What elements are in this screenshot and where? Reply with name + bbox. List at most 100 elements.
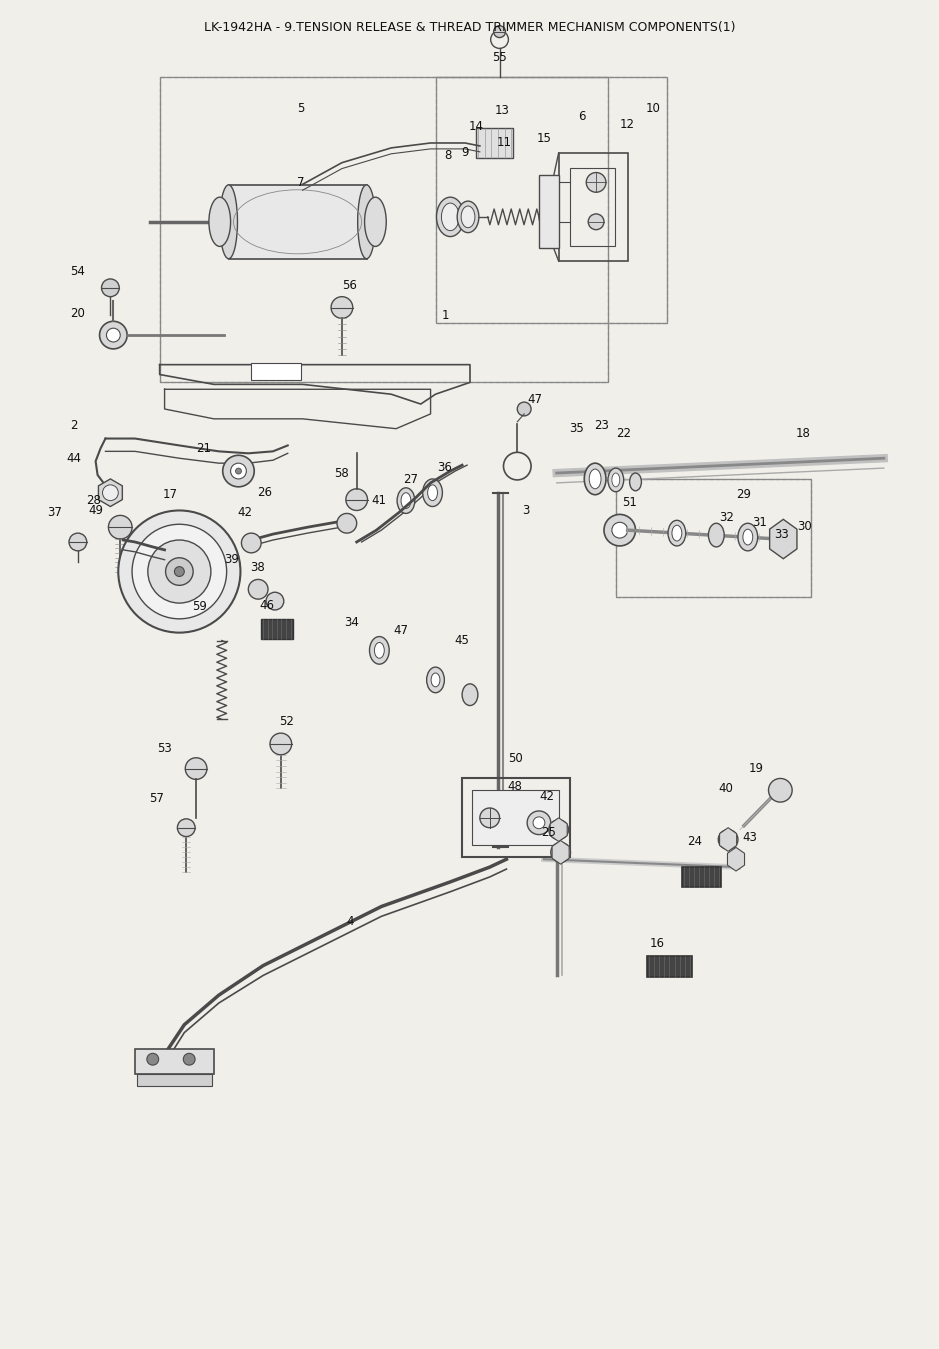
Bar [462, 778, 571, 857]
Text: 57: 57 [149, 792, 164, 804]
Ellipse shape [397, 488, 415, 514]
Circle shape [241, 533, 261, 553]
Text: 24: 24 [687, 835, 702, 849]
Circle shape [337, 514, 357, 533]
Text: 39: 39 [224, 553, 239, 567]
Circle shape [146, 1054, 159, 1066]
Text: 10: 10 [646, 103, 661, 115]
Text: 18: 18 [795, 428, 810, 440]
Text: 1: 1 [441, 309, 449, 322]
Circle shape [106, 328, 120, 343]
Text: 20: 20 [70, 308, 85, 320]
Bar [436, 77, 667, 324]
Ellipse shape [668, 521, 685, 546]
Circle shape [231, 463, 246, 479]
Circle shape [551, 843, 571, 862]
Polygon shape [728, 847, 745, 871]
Circle shape [100, 321, 127, 349]
Circle shape [101, 279, 119, 297]
Circle shape [266, 592, 284, 610]
Ellipse shape [401, 492, 411, 509]
Polygon shape [552, 840, 569, 865]
Circle shape [183, 1054, 195, 1066]
Bar [160, 77, 608, 382]
Text: 58: 58 [334, 467, 349, 479]
Bar [228, 185, 366, 259]
Ellipse shape [539, 205, 555, 229]
Text: 33: 33 [774, 527, 789, 541]
Text: 17: 17 [163, 488, 178, 502]
Circle shape [527, 811, 551, 835]
Bar [647, 956, 692, 978]
Bar [261, 619, 293, 638]
Polygon shape [770, 519, 797, 558]
Ellipse shape [437, 197, 464, 236]
Bar [476, 128, 514, 158]
Ellipse shape [375, 642, 384, 658]
Circle shape [604, 514, 636, 546]
Bar [472, 791, 559, 846]
Bar [137, 1074, 212, 1086]
Text: 19: 19 [748, 762, 763, 776]
Text: 46: 46 [259, 599, 274, 611]
Text: 42: 42 [539, 789, 554, 803]
Ellipse shape [543, 210, 551, 224]
Circle shape [494, 26, 505, 38]
Text: 5: 5 [297, 103, 304, 115]
Circle shape [768, 778, 793, 803]
Ellipse shape [629, 473, 641, 491]
Text: 47: 47 [528, 393, 543, 406]
Ellipse shape [364, 197, 386, 247]
Text: 3: 3 [522, 505, 530, 517]
Ellipse shape [457, 201, 479, 232]
Text: 16: 16 [650, 938, 665, 951]
Text: 42: 42 [238, 506, 253, 519]
Circle shape [147, 540, 211, 603]
Text: 45: 45 [454, 634, 470, 648]
Ellipse shape [220, 185, 238, 259]
Ellipse shape [423, 479, 442, 506]
Text: 40: 40 [718, 782, 733, 795]
Text: 6: 6 [578, 109, 586, 123]
Text: 31: 31 [752, 515, 767, 529]
Text: 59: 59 [192, 599, 208, 612]
Text: 12: 12 [620, 117, 635, 131]
Circle shape [177, 819, 195, 836]
Circle shape [108, 515, 132, 540]
Text: 49: 49 [88, 505, 103, 517]
Bar [616, 479, 811, 598]
Circle shape [346, 488, 367, 510]
Text: 26: 26 [257, 486, 272, 499]
Text: 54: 54 [70, 264, 85, 278]
Ellipse shape [584, 463, 606, 495]
Text: 36: 36 [437, 460, 452, 473]
Ellipse shape [708, 523, 724, 546]
Text: 44: 44 [67, 452, 82, 465]
Bar [135, 1050, 214, 1074]
Text: 48: 48 [508, 780, 523, 793]
Circle shape [223, 456, 254, 487]
Text: 41: 41 [372, 494, 387, 507]
Circle shape [533, 817, 545, 828]
Text: 50: 50 [508, 753, 523, 765]
Text: 38: 38 [250, 561, 265, 575]
Circle shape [175, 567, 184, 576]
Text: 29: 29 [736, 488, 751, 502]
Text: 53: 53 [157, 742, 172, 755]
Circle shape [69, 533, 86, 550]
Text: 34: 34 [345, 616, 360, 629]
Ellipse shape [672, 525, 682, 541]
Text: 27: 27 [404, 473, 419, 487]
Circle shape [132, 525, 226, 619]
Circle shape [517, 402, 531, 415]
Text: 21: 21 [196, 442, 211, 455]
Ellipse shape [441, 204, 459, 231]
Circle shape [331, 297, 353, 318]
Circle shape [588, 214, 604, 229]
Circle shape [165, 557, 193, 585]
Polygon shape [550, 817, 567, 842]
Circle shape [118, 510, 240, 633]
Text: 23: 23 [594, 420, 609, 432]
Bar [559, 152, 627, 262]
Text: 35: 35 [569, 422, 584, 436]
